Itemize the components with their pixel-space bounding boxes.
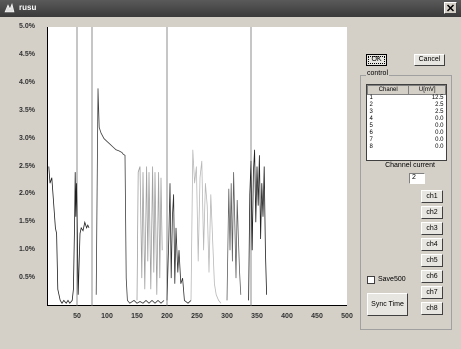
title-bar[interactable]: rusu bbox=[0, 0, 461, 17]
channel-voltage: 0.0 bbox=[435, 123, 444, 129]
y-tick-label: 3.5% bbox=[19, 106, 35, 114]
y-tick-label: 4.5% bbox=[19, 50, 35, 58]
x-tick-label: 50 bbox=[73, 313, 81, 320]
channel-number: 6 bbox=[369, 130, 373, 136]
table-row[interactable]: 6 0.0 bbox=[368, 130, 446, 137]
control-group-label: control bbox=[366, 70, 390, 77]
column-header-channel[interactable]: Chanel bbox=[366, 85, 410, 95]
series-line bbox=[226, 172, 242, 301]
close-icon bbox=[446, 4, 455, 12]
window-title: rusu bbox=[19, 3, 37, 12]
series-line bbox=[166, 183, 192, 304]
table-row[interactable]: 2 2.5 bbox=[368, 102, 446, 109]
channel-number: 1 bbox=[369, 95, 373, 101]
x-tick-label: 300 bbox=[221, 313, 233, 320]
plot-area bbox=[47, 27, 347, 306]
channel-button-ch8[interactable]: ch8 bbox=[421, 302, 443, 315]
table-row[interactable]: 1 12.5 bbox=[368, 95, 446, 103]
app-icon bbox=[4, 3, 15, 13]
y-tick-label: 4.0% bbox=[19, 78, 35, 86]
series-line bbox=[95, 88, 165, 304]
y-tick-label: 2.5% bbox=[19, 162, 35, 170]
series-line bbox=[190, 149, 222, 304]
channel-button-ch4[interactable]: ch4 bbox=[421, 238, 443, 251]
channel-button-ch1[interactable]: ch1 bbox=[421, 190, 443, 203]
chart-svg bbox=[47, 27, 347, 306]
channel-number: 3 bbox=[369, 109, 373, 115]
control-group bbox=[360, 75, 452, 330]
channel-voltage: 2.5 bbox=[435, 102, 444, 108]
channel-number: 5 bbox=[369, 123, 373, 129]
channel-voltage: 0.0 bbox=[435, 116, 444, 122]
series-line bbox=[248, 149, 267, 301]
y-tick-label: 5.0% bbox=[19, 23, 35, 30]
close-button[interactable] bbox=[444, 2, 457, 14]
ok-button[interactable]: OK bbox=[366, 54, 387, 66]
x-tick-label: 200 bbox=[161, 313, 173, 320]
table-row[interactable]: 5 0.0 bbox=[368, 123, 446, 130]
table-row[interactable]: 8 0.0 bbox=[368, 144, 446, 151]
x-tick-label: 400 bbox=[281, 313, 293, 320]
table-row[interactable]: 3 2.5 bbox=[368, 109, 446, 116]
channel-voltage: 12.5 bbox=[431, 95, 444, 101]
x-tick-label: 350 bbox=[251, 313, 263, 320]
y-tick-label: 2.0% bbox=[19, 190, 35, 198]
x-tick-label: 500 bbox=[341, 313, 353, 320]
channel-button-ch7[interactable]: ch7 bbox=[421, 286, 443, 299]
channel-voltage: 0.0 bbox=[435, 144, 444, 150]
save500-checkbox[interactable] bbox=[367, 276, 375, 284]
channel-current-label: Channel current bbox=[385, 162, 435, 169]
table-row[interactable]: 7 0.0 bbox=[368, 137, 446, 144]
channel-voltage: 0.0 bbox=[435, 137, 444, 143]
y-tick-label: 1.0% bbox=[19, 246, 35, 254]
channel-button-ch2[interactable]: ch2 bbox=[421, 206, 443, 219]
channel-current-field[interactable]: 2 bbox=[409, 173, 425, 184]
channel-voltage: 2.5 bbox=[435, 109, 444, 115]
channel-table[interactable]: Chanel U[mV] 1 12.5 2 2.5 3 2.5 4 0.0 5 0.0 6 0.0 7 0… bbox=[366, 84, 447, 161]
sync-time-button[interactable]: Sync Time bbox=[367, 293, 408, 316]
channel-button-ch6[interactable]: ch6 bbox=[421, 270, 443, 283]
channel-button-ch5[interactable]: ch5 bbox=[421, 254, 443, 267]
channel-button-ch3[interactable]: ch3 bbox=[421, 222, 443, 235]
y-tick-label: 1.5% bbox=[19, 218, 35, 226]
y-tick-label: 3.0% bbox=[19, 134, 35, 142]
y-tick-label: 0.5% bbox=[19, 274, 35, 282]
save500-label: Save500 bbox=[378, 276, 406, 283]
series-line bbox=[136, 166, 163, 301]
column-header-voltage[interactable]: U[mV] bbox=[408, 85, 446, 95]
x-tick-label: 250 bbox=[191, 313, 203, 320]
x-tick-label: 150 bbox=[131, 313, 143, 320]
axis-lines bbox=[47, 27, 347, 306]
channel-number: 8 bbox=[369, 144, 373, 150]
channel-number: 7 bbox=[369, 137, 373, 143]
cancel-button[interactable]: Cancel bbox=[414, 54, 445, 66]
channel-voltage: 0.0 bbox=[435, 130, 444, 136]
x-tick-label: 450 bbox=[311, 313, 323, 320]
x-tick-label: 100 bbox=[101, 313, 113, 320]
table-row[interactable]: 4 0.0 bbox=[368, 116, 446, 123]
channel-number: 4 bbox=[369, 116, 373, 122]
channel-number: 2 bbox=[369, 102, 373, 108]
series-line bbox=[48, 166, 90, 304]
